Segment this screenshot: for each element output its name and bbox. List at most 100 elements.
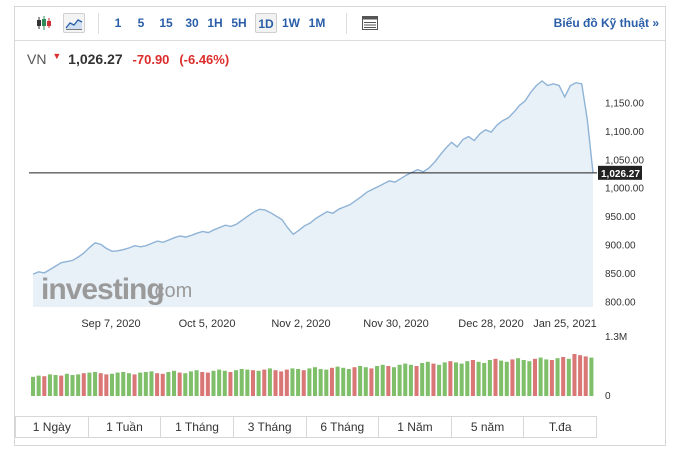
range-button[interactable]: 1 Tuần (89, 417, 162, 437)
area-chart-icon[interactable] (63, 13, 85, 33)
table-icon[interactable] (359, 13, 381, 33)
volume-bar (222, 370, 227, 396)
volume-bar (290, 368, 295, 396)
volume-bar (115, 372, 120, 396)
volume-bar (36, 375, 41, 396)
volume-bar (172, 370, 177, 396)
chart-toolbar: 1 5 15 30 1H 5H 1D 1W 1M Biểu đồ Kỹ thuật » (15, 7, 665, 41)
volume-bar (442, 362, 447, 396)
volume-bar (121, 372, 126, 396)
timeframe-button-15[interactable]: 15 (159, 16, 173, 30)
volume-bar (64, 373, 69, 396)
price-chart[interactable]: investing.com 1,150.00 1,100.00 1,050.00 1,0… (15, 7, 665, 412)
range-button[interactable]: T.đa (548, 420, 572, 434)
volume-bar (414, 366, 419, 396)
volume-bar (403, 363, 408, 396)
toolbar-divider (346, 13, 347, 34)
volume-bar (183, 373, 188, 396)
timeframe-button-1[interactable]: 1 (114, 16, 122, 30)
volume-bar (318, 369, 323, 396)
technical-chart-link[interactable]: Biểu đồ Kỹ thuật » (553, 16, 659, 30)
volume-bar (561, 357, 566, 396)
volume-bar (98, 373, 103, 396)
volume-bar (273, 370, 278, 396)
volume-bar (81, 373, 86, 396)
volume-bar (510, 359, 515, 396)
volume-bar (454, 362, 459, 396)
volume-bar (431, 363, 436, 396)
volume-bar (555, 358, 560, 396)
timeframe-button-1d[interactable]: 1D (255, 13, 277, 33)
volume-bar (59, 375, 64, 396)
volume-bar (234, 370, 239, 396)
volume-bar (465, 361, 470, 396)
investing-logo-suffix: .com (149, 280, 192, 302)
volume-bar (132, 374, 137, 396)
x-tick-label: Nov 2, 2020 (271, 318, 330, 330)
toolbar-divider (98, 13, 99, 34)
volume-bar (549, 360, 554, 396)
volume-bar (487, 360, 492, 396)
timeframe-button-30[interactable]: 30 (185, 16, 199, 30)
timeframe-button-5[interactable]: 5 (137, 16, 145, 30)
price-tick-label: 800.00 (605, 297, 636, 308)
volume-min-label: 0 (605, 391, 611, 402)
price-change-percent: (-6.46%) (179, 52, 230, 67)
volume-bar (532, 358, 537, 396)
candlestick-icon[interactable] (33, 13, 55, 33)
range-button[interactable]: 1 Tháng (161, 417, 234, 437)
volume-bar (346, 369, 351, 396)
volume-bar (138, 372, 143, 396)
volume-bar (87, 372, 92, 396)
price-area (33, 81, 593, 307)
range-button[interactable]: 1 Ngày (16, 417, 89, 437)
range-button[interactable]: 6 Tháng (307, 417, 380, 437)
volume-bar (205, 372, 210, 396)
timeframe-button-1h[interactable]: 1H (207, 16, 223, 30)
volume-bar (538, 357, 543, 396)
volume-bar (104, 374, 109, 396)
volume-bar (578, 355, 583, 396)
range-button[interactable]: 3 Tháng (234, 417, 307, 437)
volume-bar (262, 369, 267, 396)
volume-bar (341, 367, 346, 396)
volume-bar (228, 372, 233, 396)
volume-bar (521, 360, 526, 396)
volume-bar (408, 364, 413, 396)
volume-bar (459, 363, 464, 396)
volume-bar (335, 366, 340, 396)
volume-max-label: 1.3M (605, 332, 627, 343)
timeframe-button-5h[interactable]: 5H (231, 16, 247, 30)
last-price-badge-label: 1,026.27 (601, 169, 640, 180)
x-tick-label: Oct 5, 2020 (179, 318, 236, 330)
price-tick-label: 1,050.00 (605, 155, 644, 166)
volume-bar (589, 357, 594, 396)
price-tick-label: 1,000.00 (605, 184, 644, 195)
volume-bar (527, 361, 532, 396)
last-price-badge (598, 165, 642, 180)
volume-bar (420, 363, 425, 396)
volume-bar (397, 364, 402, 396)
volume-bar (296, 369, 301, 396)
volume-bar (329, 367, 334, 396)
price-tick-label: 1,100.00 (605, 127, 644, 138)
volume-bar (482, 363, 487, 396)
volume-bar (448, 361, 453, 396)
volume-bar (499, 360, 504, 396)
volume-bar (380, 364, 385, 396)
volume-bar (143, 372, 148, 396)
volume-bar (358, 366, 363, 396)
volume-bar (583, 356, 588, 396)
timeframe-button-1w[interactable]: 1W (282, 16, 300, 30)
volume-bar (279, 371, 284, 396)
range-button[interactable]: 5 năm (452, 417, 525, 437)
volume-bar (544, 359, 549, 396)
volume-bar (211, 370, 216, 396)
timeframe-button-1m[interactable]: 1M (308, 16, 326, 30)
volume-bar (93, 372, 98, 396)
volume-bar (160, 373, 165, 396)
volume-bar (437, 364, 442, 396)
down-arrow-icon: ▼ (52, 51, 62, 61)
volume-bar (301, 370, 306, 396)
range-button[interactable]: 1 Năm (379, 417, 452, 437)
